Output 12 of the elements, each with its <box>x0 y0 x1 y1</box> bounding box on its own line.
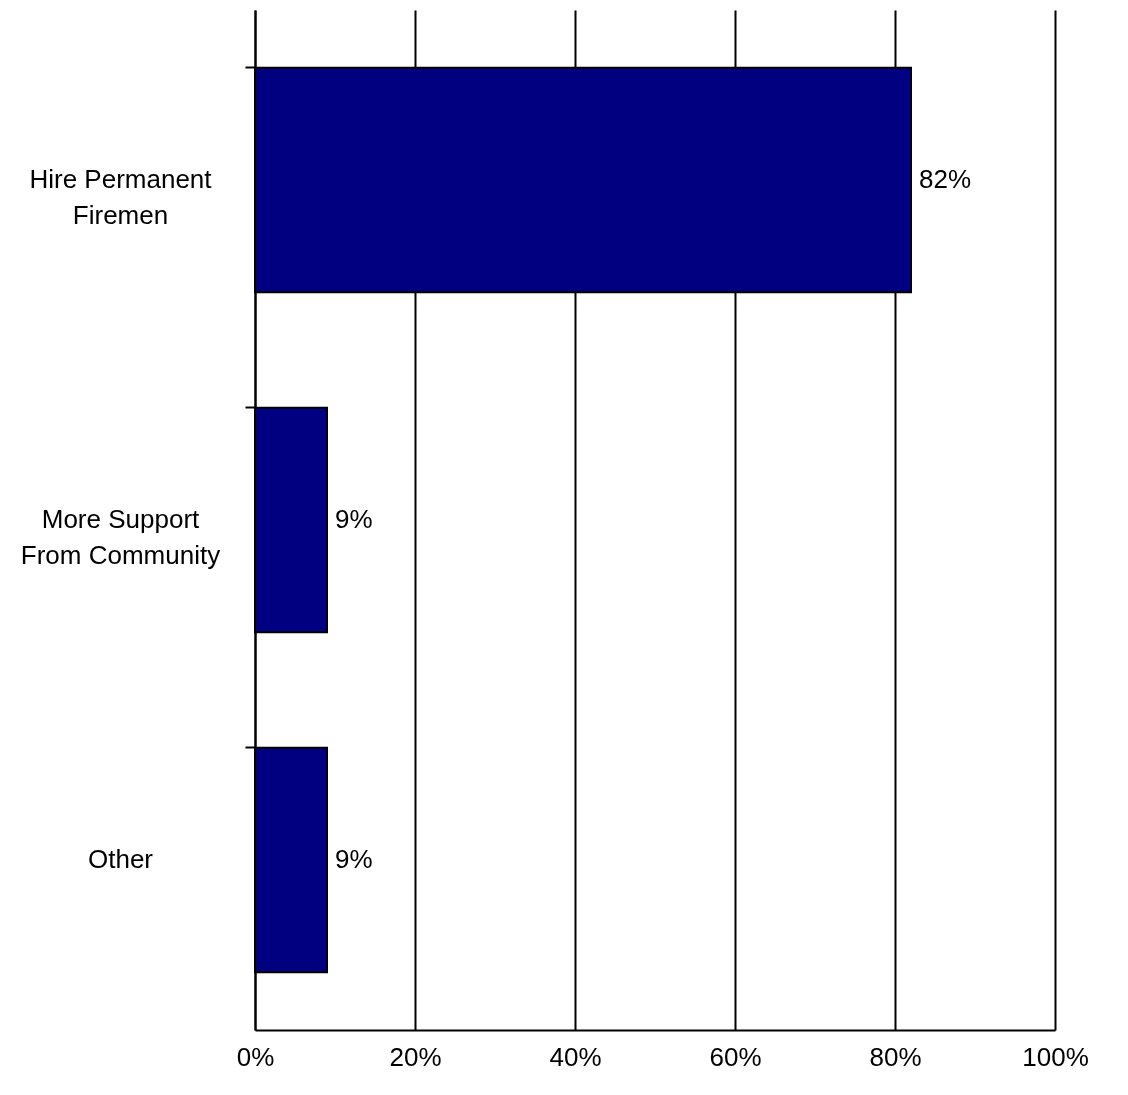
data-label: 82% <box>919 164 972 194</box>
y-tick-label: More Support From Community <box>20 504 221 570</box>
data-label: 9% <box>335 844 373 874</box>
x-tick-label: 80% <box>869 1041 922 1072</box>
x-tick-label: 40% <box>549 1041 602 1072</box>
x-tick-label: 0% <box>236 1041 275 1072</box>
y-tick-label: Other <box>87 844 154 874</box>
y-tick-label: Hire Permanent Firemen <box>29 164 213 230</box>
x-tick-label: 20% <box>389 1041 442 1072</box>
x-tick-label: 60% <box>709 1041 762 1072</box>
x-tick-label: 100% <box>1022 1041 1089 1072</box>
data-label: 9% <box>335 504 373 534</box>
